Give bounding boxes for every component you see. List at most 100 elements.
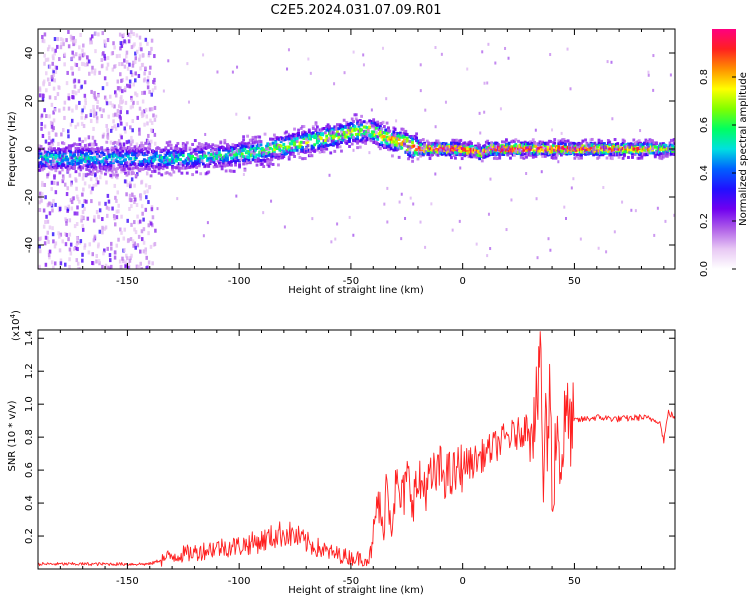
heatmap-ridge-cell (116, 167, 119, 171)
heatmap-noise-cell (76, 240, 79, 245)
heatmap-halo-cell (421, 138, 425, 142)
heatmap-halo-cell (401, 127, 405, 131)
heatmap-halo-cell (248, 143, 252, 147)
heatmap-noise-cell (112, 164, 116, 169)
heatmap-halo-cell (282, 155, 286, 159)
heatmap-noise-cell (109, 128, 113, 133)
heatmap-ridge-cell (271, 137, 275, 141)
heatmap-halo-cell (129, 143, 133, 147)
heatmap-noise-cell (78, 100, 81, 105)
heatmap-noise-cell (309, 71, 312, 75)
heatmap-noise-cell (307, 57, 310, 61)
heatmap-halo-cell (71, 151, 75, 155)
heatmap-halo-cell (38, 168, 42, 172)
snr-y-tick-label: 1.4 (24, 330, 35, 346)
heatmap-noise-cell (48, 95, 52, 100)
heatmap-ridge-cell (243, 147, 247, 151)
heatmap-noise-cell (569, 87, 572, 91)
heatmap-halo-cell (70, 156, 74, 160)
heatmap-ridge-cell (83, 159, 87, 163)
heatmap-noise-cell (84, 62, 87, 67)
heatmap-noise-cell (85, 199, 88, 204)
heatmap-ridge-cell (152, 159, 156, 163)
heatmap-ridge-cell (218, 148, 221, 152)
heatmap-ridge-cell (311, 131, 315, 135)
heatmap-noise-cell (96, 94, 100, 99)
heatmap-halo-cell (311, 125, 315, 129)
heatmap-halo-cell (513, 153, 516, 157)
heatmap-noise-cell (89, 119, 93, 124)
heatmap-ridge-cell (322, 147, 326, 151)
heatmap-halo-cell (125, 173, 129, 177)
heatmap-noise-cell (149, 50, 152, 55)
heatmap-noise-cell (143, 122, 146, 127)
heatmap-noise-cell (107, 206, 111, 211)
colorbar-tick-label: 0.6 (699, 117, 710, 133)
heatmap-noise-cell (62, 106, 66, 111)
heatmap-noise-cell (162, 89, 165, 93)
heatmap-ridge-cell (59, 161, 63, 165)
heatmap-noise-cell (142, 217, 145, 222)
heatmap-ridge-cell (274, 139, 278, 143)
heatmap-ridge-cell (471, 145, 475, 149)
heatmap-noise-cell (75, 186, 78, 191)
heatmap-ridge-cell (385, 132, 389, 136)
heatmap-noise-cell (98, 208, 102, 213)
heatmap-ridge-cell (458, 142, 461, 146)
heatmap-noise-cell (47, 239, 50, 244)
heatmap-noise-cell (70, 118, 74, 123)
heatmap-noise-cell (116, 175, 119, 180)
heatmap-noise-cell (42, 224, 46, 229)
heatmap-noise-cell (80, 115, 83, 120)
heatmap-noise-cell (140, 267, 144, 269)
heatmap-noise-cell (126, 182, 129, 187)
heatmap-ridge-cell (50, 153, 54, 157)
heatmap-noise-cell (89, 190, 93, 195)
heatmap-noise-cell (153, 141, 157, 146)
heatmap-ridge-cell (222, 161, 225, 165)
heatmap-halo-cell (541, 154, 545, 158)
heatmap-halo-cell (232, 150, 236, 154)
heatmap-halo-cell (46, 163, 50, 167)
spectrogram-heatmap (38, 29, 675, 269)
heatmap-noise-cell (125, 140, 129, 145)
heatmap-noise-cell (112, 214, 116, 219)
heatmap-noise-cell (89, 40, 92, 45)
heatmap-ridge-cell (348, 139, 351, 143)
heatmap-halo-cell (41, 157, 44, 161)
heatmap-noise-cell (53, 244, 57, 249)
heatmap-noise-cell (579, 237, 582, 241)
heatmap-halo-cell (475, 155, 479, 159)
heatmap-halo-cell (554, 156, 558, 160)
heatmap-ridge-cell (90, 151, 94, 155)
heatmap-ridge-cell (169, 147, 173, 151)
heatmap-noise-cell (61, 128, 65, 133)
heatmap-ridge-cell (234, 160, 237, 164)
heatmap-ridge-cell (114, 146, 118, 150)
heatmap-halo-cell (479, 149, 483, 153)
heatmap-halo-cell (621, 156, 625, 160)
heatmap-noise-cell (114, 112, 117, 117)
heatmap-ridge-cell (419, 152, 422, 156)
heatmap-noise-cell (113, 45, 116, 50)
heatmap-noise-cell (125, 253, 128, 258)
heatmap-noise-cell (451, 228, 454, 232)
heatmap-halo-cell (314, 122, 318, 126)
heatmap-noise-cell (90, 40, 93, 45)
heatmap-ridge-cell (326, 143, 330, 147)
heatmap-ridge-cell (81, 151, 85, 155)
heatmap-noise-cell (478, 111, 481, 115)
heatmap-noise-cell (140, 237, 144, 242)
heatmap-noise-cell (112, 113, 115, 118)
heatmap-halo-cell (393, 127, 397, 131)
heatmap-noise-cell (102, 108, 105, 113)
heatmap-noise-cell (69, 251, 73, 256)
heatmap-noise-cell (143, 90, 146, 95)
heatmap-halo-cell (653, 154, 657, 158)
heatmap-ridge-cell (146, 150, 150, 154)
heatmap-noise-cell (120, 135, 123, 140)
heatmap-ridge-cell (86, 154, 90, 158)
heatmap-ridge-cell (305, 132, 309, 136)
heatmap-halo-cell (180, 171, 184, 175)
heatmap-ridge-cell (120, 160, 123, 164)
